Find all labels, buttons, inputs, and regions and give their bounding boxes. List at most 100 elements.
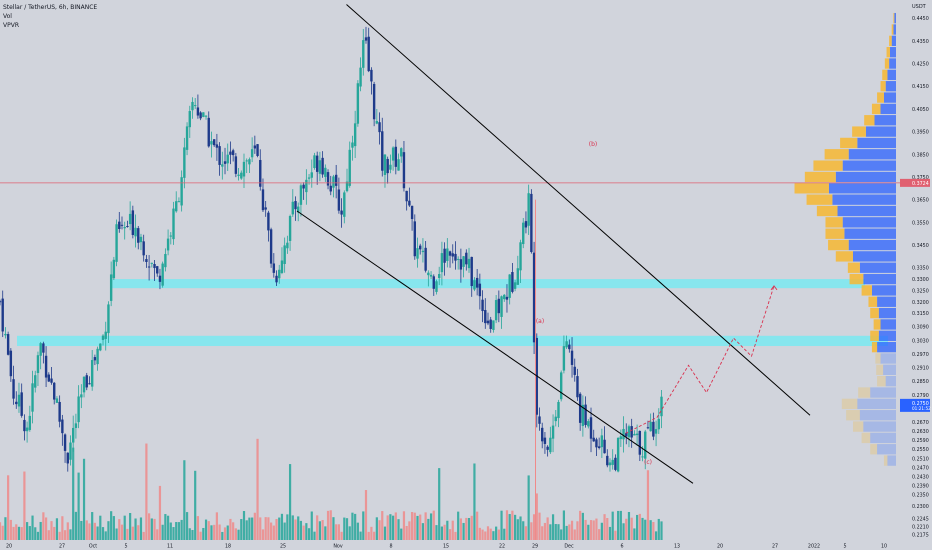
volume-bar [589, 520, 593, 540]
volume-bar [63, 530, 67, 540]
vpvr-sell-bar [847, 262, 860, 273]
candle-body [532, 252, 536, 343]
candle-body [164, 253, 167, 268]
volume-bar [516, 519, 519, 540]
volume-bar [386, 515, 389, 540]
candle-body [240, 172, 243, 179]
volume-bar [649, 520, 652, 540]
candle-body [486, 320, 490, 324]
volume-bar [134, 518, 137, 540]
vpvr-buy-bar [863, 421, 896, 432]
candle-body [657, 418, 660, 430]
volume-bar [546, 517, 549, 540]
legend-vpvr[interactable]: VPVR [3, 22, 19, 29]
candle-body [606, 455, 609, 466]
vpvr-sell-bar [806, 194, 833, 205]
candle-body [405, 190, 408, 202]
candle-body [454, 253, 457, 261]
volume-bar [297, 516, 300, 540]
candle-body [627, 426, 631, 438]
candle-body [432, 276, 435, 289]
volume-bar [373, 531, 376, 540]
candle-body [17, 394, 21, 407]
candle-body [202, 112, 205, 117]
candle-body [348, 149, 351, 186]
vpvr-sell-bar [876, 364, 884, 376]
vpvr-sell-bar [846, 410, 860, 421]
volume-bar [560, 529, 563, 540]
candle-body [345, 181, 349, 192]
candle-body [554, 416, 557, 422]
candle-body [6, 334, 10, 355]
candle-body [39, 343, 42, 356]
volume-bar [454, 531, 457, 540]
candle-body [128, 213, 132, 225]
candle-body [646, 427, 650, 429]
price-tick-label: 0.4250 [912, 62, 929, 68]
price-tick-label: 0.3150 [912, 311, 929, 317]
vpvr-buy-bar [837, 205, 896, 217]
candle-body [180, 177, 183, 206]
candle-body [315, 155, 319, 172]
volume-bar [617, 510, 620, 540]
candle-body [603, 439, 606, 454]
legend-volume[interactable]: Vol [3, 13, 12, 20]
candle-body [93, 357, 97, 361]
candle-body [34, 375, 37, 388]
candle-body [80, 394, 83, 398]
volume-bar [527, 475, 530, 540]
candle-body [256, 144, 259, 156]
volume-bar [148, 513, 151, 540]
vpvr-buy-bar [848, 149, 896, 160]
legend-symbol[interactable]: Stellar / TetherUS, 6h, BINANCE [3, 4, 98, 11]
candle-body [302, 184, 305, 189]
candle-body [421, 250, 425, 253]
time-tick-label: 13 [674, 544, 680, 550]
volume-bar [394, 512, 397, 540]
candle-body [589, 417, 593, 439]
volume-bar [69, 529, 72, 540]
vpvr-sell-bar [861, 432, 871, 444]
candle-body [131, 210, 135, 235]
vpvr-sell-bar [880, 81, 886, 92]
volume-bar [424, 512, 427, 540]
vpvr-buy-bar [889, 47, 896, 58]
candle-body [649, 421, 652, 432]
volume-bar [646, 470, 650, 540]
candle-body [310, 172, 313, 178]
candle-body [587, 421, 590, 427]
candle-body [223, 161, 227, 164]
vpvr-buy-bar [865, 126, 896, 137]
time-tick-label: 5 [124, 544, 127, 550]
candle-body [619, 436, 623, 440]
volume-bar [356, 522, 359, 540]
volume-bar [438, 468, 441, 540]
candle-body [42, 343, 45, 353]
volume-bar [541, 526, 544, 540]
vpvr-sell-bar [868, 296, 878, 307]
candle-body [82, 376, 86, 393]
volume-bar [123, 515, 126, 540]
vpvr-buy-bar [889, 58, 896, 69]
time-tick-label: 6 [620, 544, 623, 550]
vpvr-buy-bar [887, 455, 896, 466]
volume-bar [85, 520, 88, 540]
volume-bar [107, 521, 110, 540]
time-axis[interactable]: 20 27 Oct 5 11 18 25 Nov 8 15 22 29 Dec 6 13 20 27 2022 5 1… [0, 540, 932, 550]
vpvr-sell-bar [870, 307, 879, 319]
candle-body [55, 398, 59, 403]
price-axis[interactable]: USDT 0.4450 0.4350 0.4250 0.4150 0.4050 0.3950… [900, 0, 932, 550]
vpvr-sell-bar [871, 341, 878, 353]
volume-bar [505, 510, 509, 540]
candle-body [88, 383, 91, 385]
volume-bar [614, 530, 617, 540]
vpvr-buy-bar [877, 341, 896, 353]
candle-body [31, 383, 34, 412]
volume-bar [592, 520, 595, 540]
drawing-overlays[interactable]: (b) (a) (c) [0, 4, 900, 484]
candle-body [513, 282, 517, 289]
volume-bar [530, 522, 533, 540]
candle-body [481, 299, 484, 312]
volume-bar [150, 518, 153, 540]
